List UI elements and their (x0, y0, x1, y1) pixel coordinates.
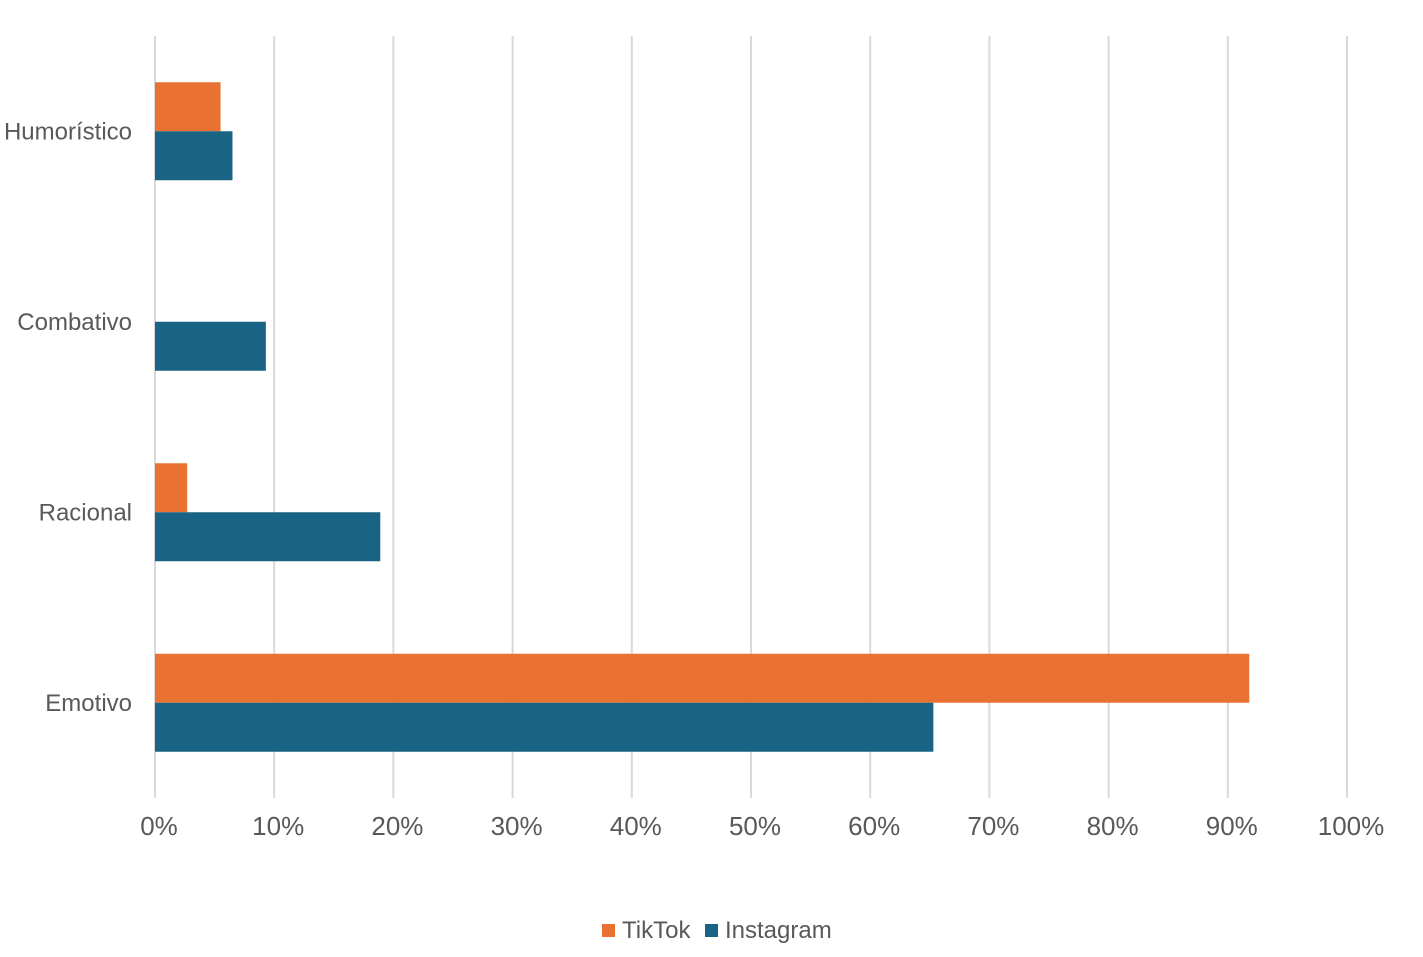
bar-tiktok (155, 653, 1250, 703)
legend-swatch (705, 924, 718, 937)
legend-label: TikTok (622, 917, 691, 944)
bar-instagram (155, 512, 381, 562)
x-tick-label: 50% (729, 811, 781, 841)
legend: TikTok Instagram (602, 917, 832, 944)
x-tick-label: 30% (491, 811, 543, 841)
category-labels: Humorístico Combativo Racional Emotivo (4, 118, 132, 717)
legend-label: Instagram (725, 917, 832, 944)
x-tick-label: 10% (252, 811, 304, 841)
category-label: Racional (39, 499, 132, 526)
x-tick-label: 20% (371, 811, 423, 841)
x-tick-label: 40% (610, 811, 662, 841)
x-tick-label: 60% (848, 811, 900, 841)
category-label: Combativo (17, 309, 132, 336)
bar-instagram (155, 131, 233, 181)
x-tick-label: 80% (1087, 811, 1139, 841)
bars (155, 82, 1250, 752)
bar-tiktok (155, 82, 221, 132)
x-tick-labels: 0% 10% 20% 30% 40% 50% 60% 70% 80% 90% 100% (140, 811, 1384, 841)
bar-instagram (155, 702, 934, 752)
category-label: Emotivo (45, 690, 132, 717)
x-tick-label: 100% (1318, 811, 1385, 841)
x-tick-label: 70% (967, 811, 1019, 841)
bar-tiktok (155, 463, 188, 513)
legend-swatch (602, 924, 615, 937)
x-tick-label: 90% (1206, 811, 1258, 841)
category-label: Humorístico (4, 118, 132, 145)
x-tick-label: 0% (140, 811, 178, 841)
bar-instagram (155, 321, 266, 371)
